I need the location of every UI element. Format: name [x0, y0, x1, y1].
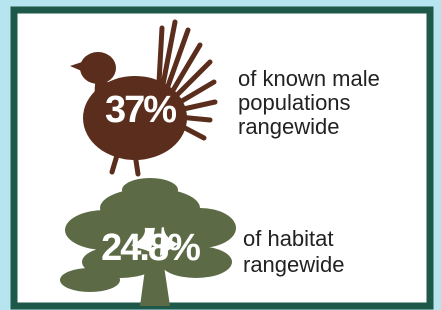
stat-description: of known male [238, 66, 380, 91]
stat-figure: 37% [105, 89, 176, 131]
stat-description: of habitat [243, 226, 334, 251]
page: 37% of known male populations rangewide … [0, 0, 441, 310]
stat-description: rangewide [243, 252, 345, 277]
stat-description: populations [238, 90, 351, 115]
infographic: 37% of known male populations rangewide … [0, 0, 441, 310]
stat-description: rangewide [238, 114, 340, 139]
stat-figure: 24.8% [101, 227, 200, 269]
